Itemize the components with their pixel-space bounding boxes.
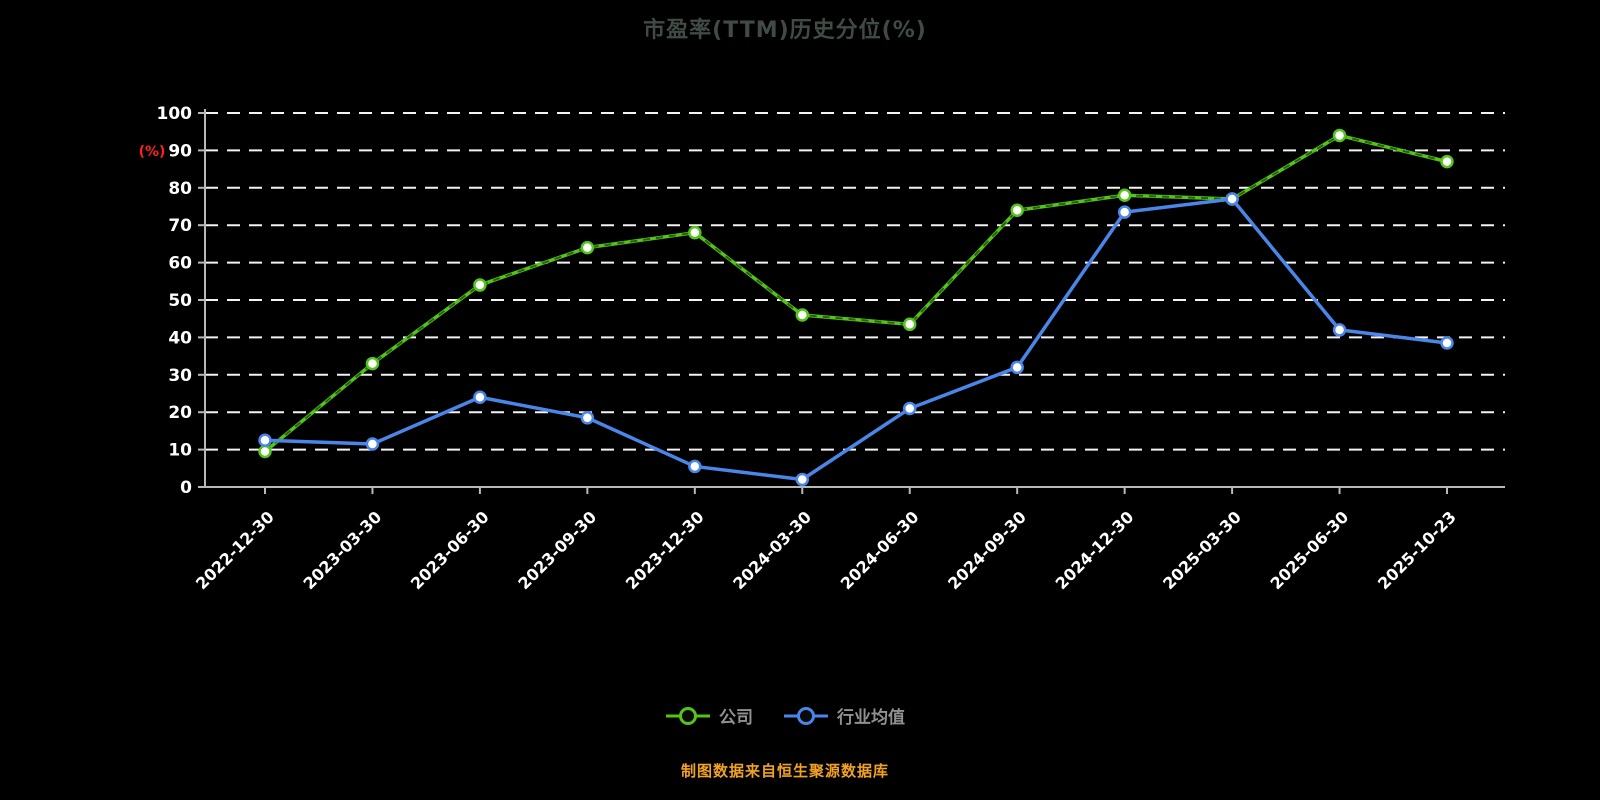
data-point-公司-2022-12-30[interactable] <box>258 444 272 459</box>
series-line-dash-overlay <box>264 134 1448 453</box>
y-tick-label: 10 <box>168 441 192 461</box>
x-tick-label: 2025-06-30 <box>1267 507 1353 593</box>
x-tick-label: 2023-06-30 <box>407 507 493 593</box>
y-axis-unit-label: (%) <box>139 144 166 160</box>
data-point-行业均值-2025-10-23[interactable] <box>1440 336 1454 350</box>
data-point-行业均值-2025-03-30[interactable] <box>1225 192 1239 206</box>
legend-label-company: 公司 <box>719 708 753 728</box>
data-point-行业均值-2024-12-30[interactable] <box>1117 205 1132 219</box>
x-tick-label: 2023-12-30 <box>622 507 708 593</box>
data-point-行业均值-2024-03-30[interactable] <box>795 472 810 487</box>
x-tick-label: 2024-03-30 <box>729 507 815 593</box>
y-tick-label: 70 <box>168 216 192 236</box>
data-point-行业均值-2023-09-30[interactable] <box>580 411 595 425</box>
data-point-公司-2023-12-30[interactable] <box>688 225 702 240</box>
x-tick-label: 2025-10-23 <box>1374 507 1460 593</box>
y-tick-label: 60 <box>168 254 192 274</box>
data-point-公司-2024-03-30[interactable] <box>795 308 810 322</box>
data-point-行业均值-2025-06-30[interactable] <box>1332 323 1347 337</box>
data-point-公司-2025-10-23[interactable] <box>1440 154 1454 169</box>
y-tick-label: 0 <box>180 478 192 498</box>
x-tick-label: 2024-09-30 <box>944 507 1030 593</box>
y-tick-label: 20 <box>168 403 192 423</box>
data-point-行业均值-2023-06-30[interactable] <box>473 390 487 404</box>
x-tick-label: 2023-03-30 <box>299 507 385 593</box>
y-tick-label: 80 <box>168 179 192 199</box>
industry-line-marker-icon <box>784 706 828 725</box>
y-tick-label: 30 <box>168 366 192 386</box>
x-tick-label: 2023-09-30 <box>514 507 600 593</box>
legend-item-industry-average[interactable]: 行业均值 <box>783 703 905 728</box>
data-point-公司-2025-06-30[interactable] <box>1332 128 1347 143</box>
data-point-公司-2024-12-30[interactable] <box>1117 188 1132 203</box>
company-line-marker-icon <box>666 706 710 725</box>
y-tick-label: 50 <box>168 291 192 311</box>
x-tick-label: 2025-03-30 <box>1159 507 1245 593</box>
y-tick-label: 100 <box>157 104 193 124</box>
y-tick-label: 40 <box>168 328 192 348</box>
x-tick-label: 2024-12-30 <box>1052 507 1138 593</box>
data-point-公司-2023-09-30[interactable] <box>580 240 595 255</box>
data-point-公司-2023-03-30[interactable] <box>365 356 380 371</box>
y-tick-label: 90 <box>168 141 192 161</box>
data-point-行业均值-2022-12-30[interactable] <box>258 433 272 447</box>
series-line-0 <box>263 133 1449 454</box>
chart-legend: 公司 行业均值 <box>0 703 1570 728</box>
data-point-公司-2023-06-30[interactable] <box>473 278 487 292</box>
data-point-行业均值-2024-09-30[interactable] <box>1010 360 1024 375</box>
data-point-公司-2024-06-30[interactable] <box>902 317 917 332</box>
data-point-行业均值-2024-06-30[interactable] <box>902 401 917 416</box>
legend-item-company[interactable]: 公司 <box>665 703 753 728</box>
series-line-1 <box>263 197 1449 482</box>
data-point-公司-2024-09-30[interactable] <box>1010 203 1024 217</box>
data-source-caption: 制图数据来自恒生聚源数据库 <box>680 762 889 780</box>
x-tick-label: 2022-12-30 <box>192 507 278 593</box>
data-point-行业均值-2023-03-30[interactable] <box>365 437 380 451</box>
legend-label-industry-average: 行业均值 <box>837 708 905 728</box>
chart-title: 市盈率(TTM)历史分位(%) <box>643 18 927 43</box>
data-point-行业均值-2023-12-30[interactable] <box>688 459 702 474</box>
x-tick-label: 2024-06-30 <box>837 507 923 593</box>
